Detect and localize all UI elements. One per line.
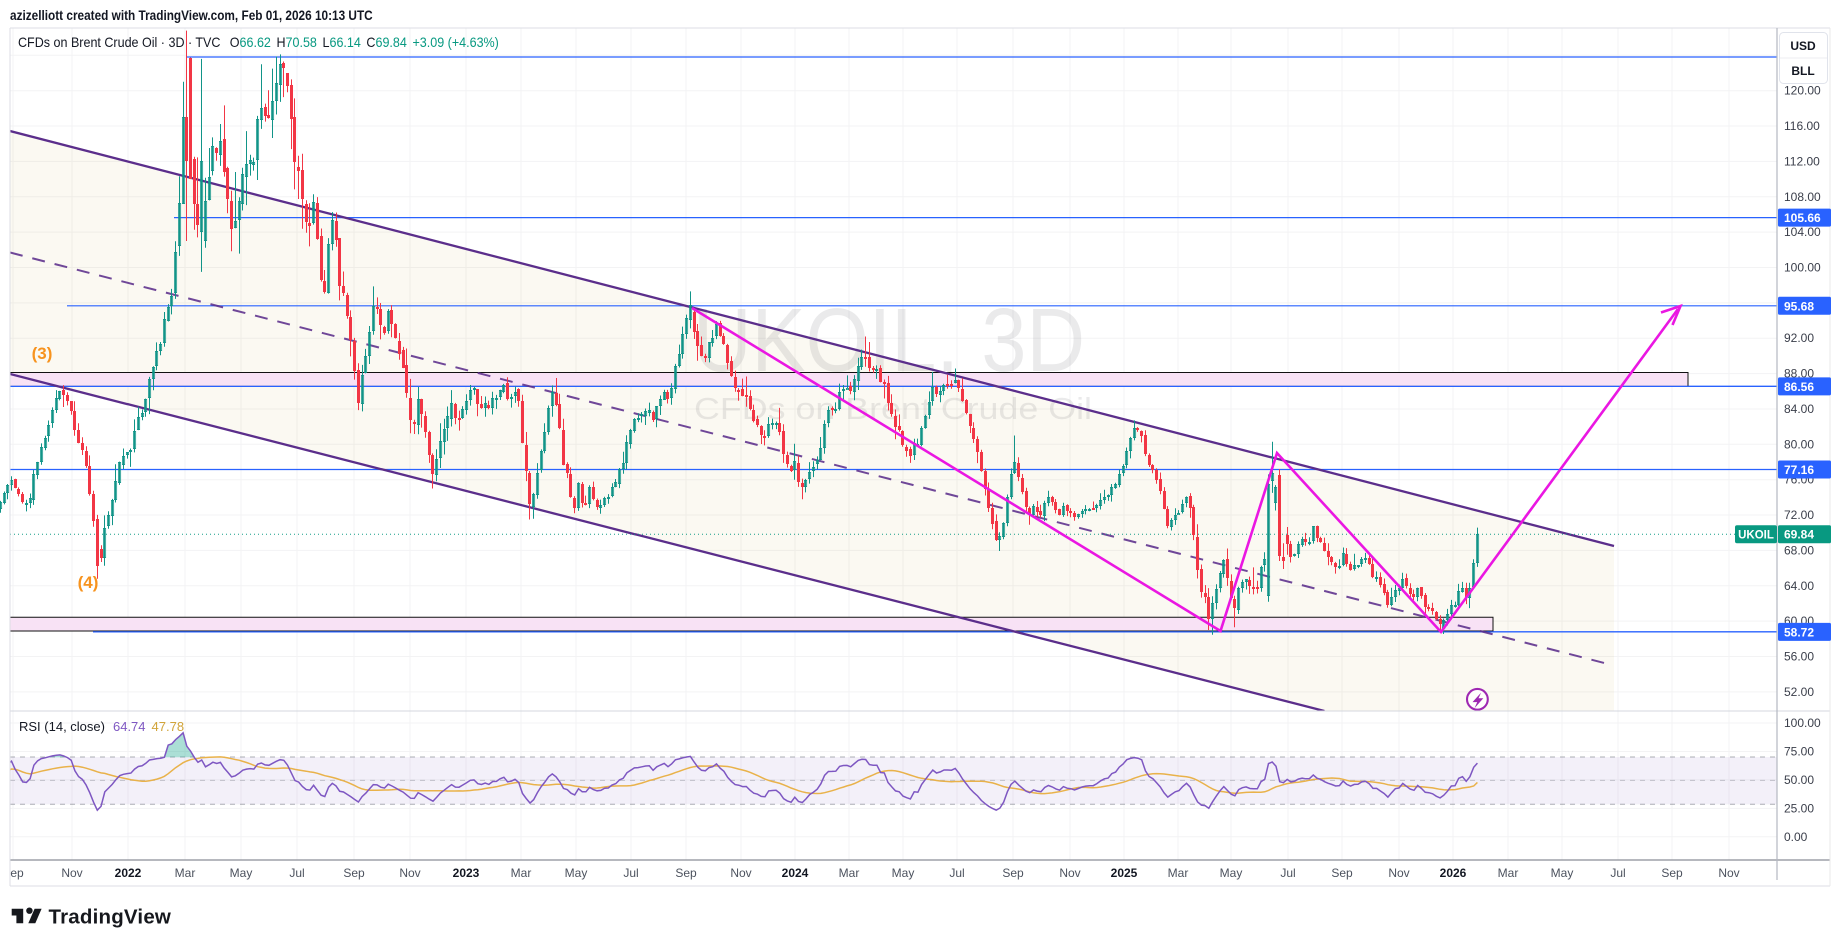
svg-text:Nov: Nov (1059, 866, 1080, 880)
svg-text:USD: USD (1790, 39, 1816, 53)
svg-text:84.00: 84.00 (1784, 402, 1814, 416)
svg-text:May: May (230, 866, 253, 880)
svg-text:108.00: 108.00 (1784, 190, 1821, 204)
svg-text:May: May (892, 866, 915, 880)
svg-text:100.00: 100.00 (1784, 716, 1821, 730)
svg-text:Jul: Jul (623, 866, 638, 880)
svg-text:Nov: Nov (1388, 866, 1409, 880)
svg-text:Nov: Nov (61, 866, 82, 880)
svg-text:77.16: 77.16 (1784, 463, 1814, 477)
svg-text:112.00: 112.00 (1784, 154, 1820, 168)
svg-text:BLL: BLL (1791, 64, 1814, 78)
svg-text:Mar: Mar (839, 866, 860, 880)
svg-text:Mar: Mar (1168, 866, 1189, 880)
svg-text:May: May (1220, 866, 1243, 880)
svg-text:68.00: 68.00 (1784, 543, 1814, 557)
svg-text:UKOIL: UKOIL (1738, 530, 1774, 542)
svg-text:Jul: Jul (1280, 866, 1295, 880)
svg-text:69.84: 69.84 (1784, 528, 1814, 542)
svg-text:Mar: Mar (511, 866, 532, 880)
svg-text:May: May (565, 866, 588, 880)
svg-text:Nov: Nov (1718, 866, 1739, 880)
svg-text:CFDs on Brent Crude Oil · 3D ·: CFDs on Brent Crude Oil · 3D · TVC O66.62… (18, 35, 499, 51)
svg-text:64.00: 64.00 (1784, 579, 1814, 593)
svg-text:Nov: Nov (399, 866, 420, 880)
svg-text:58.72: 58.72 (1784, 625, 1814, 639)
svg-text:80.00: 80.00 (1784, 437, 1814, 451)
svg-text:72.00: 72.00 (1784, 508, 1814, 522)
svg-text:Sep: Sep (343, 866, 365, 880)
svg-text:86.56: 86.56 (1784, 380, 1814, 394)
svg-text:azizelliott created with Tradi: azizelliott created with TradingView.com… (10, 8, 373, 23)
svg-text:Sep: Sep (2, 866, 24, 880)
svg-text:0.00: 0.00 (1784, 830, 1808, 844)
svg-text:2023: 2023 (453, 866, 480, 880)
svg-text:75.00: 75.00 (1784, 745, 1814, 759)
svg-text:120.00: 120.00 (1784, 84, 1821, 98)
svg-text:Sep: Sep (1331, 866, 1353, 880)
svg-text:56.00: 56.00 (1784, 650, 1814, 664)
svg-text:105.66: 105.66 (1784, 211, 1821, 225)
svg-text:Sep: Sep (1002, 866, 1024, 880)
svg-text:116.00: 116.00 (1784, 119, 1820, 133)
svg-text:Sep: Sep (1661, 866, 1683, 880)
svg-text:25.00: 25.00 (1784, 801, 1814, 815)
svg-text:Mar: Mar (1498, 866, 1519, 880)
svg-text:Jul: Jul (949, 866, 964, 880)
svg-text:2025: 2025 (1111, 866, 1138, 880)
svg-text:2024: 2024 (782, 866, 809, 880)
svg-text:Jul: Jul (1610, 866, 1625, 880)
svg-text:Jul: Jul (289, 866, 304, 880)
svg-text:Mar: Mar (175, 866, 196, 880)
svg-text:TradingView: TradingView (49, 906, 172, 929)
svg-text:92.00: 92.00 (1784, 331, 1814, 345)
svg-text:104.00: 104.00 (1784, 225, 1821, 239)
svg-text:50.00: 50.00 (1784, 773, 1814, 787)
svg-text:May: May (1551, 866, 1574, 880)
svg-text:(4): (4) (78, 573, 99, 592)
svg-text:88.00: 88.00 (1784, 367, 1814, 381)
svg-text:Sep: Sep (675, 866, 697, 880)
svg-text:Nov: Nov (730, 866, 751, 880)
svg-text:52.00: 52.00 (1784, 685, 1814, 699)
svg-text:2022: 2022 (115, 866, 142, 880)
svg-text:2026: 2026 (1440, 866, 1467, 880)
svg-text:(3): (3) (32, 344, 53, 363)
svg-text:100.00: 100.00 (1784, 261, 1821, 275)
svg-text:95.68: 95.68 (1784, 299, 1814, 313)
